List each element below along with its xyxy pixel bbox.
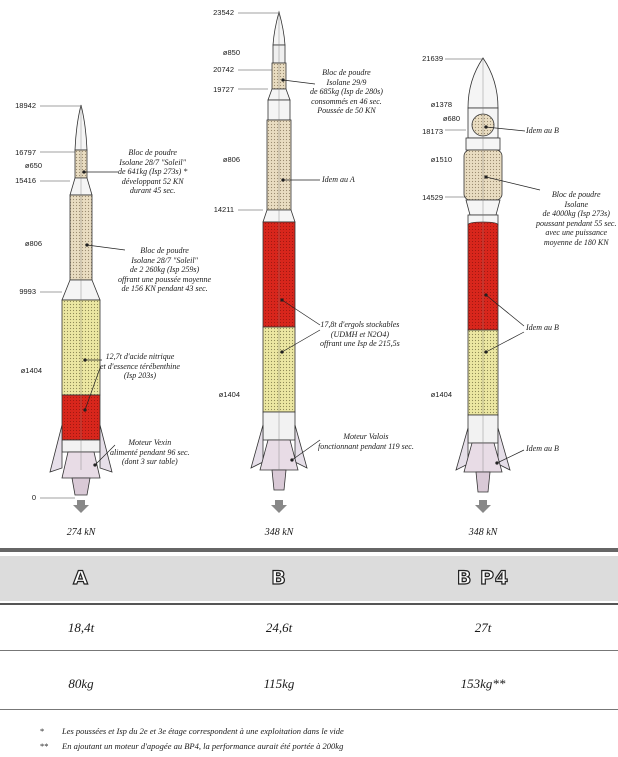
- thrust-a: 274 kN: [66, 527, 96, 538]
- table-rule-1: [0, 603, 618, 605]
- table-rule-3: [0, 709, 618, 710]
- dim-b-d2: 19727: [213, 85, 234, 94]
- table-rule-2: [0, 650, 618, 651]
- dim-bp4-d2: 14529: [422, 193, 443, 202]
- dim-bp4-top: 21639: [422, 54, 443, 63]
- dim-bp4-dia1: ø1378: [430, 100, 452, 109]
- dimension-ticks: [40, 12, 482, 499]
- dim-b-d1: 20742: [213, 65, 234, 74]
- vehicle-name-bp4: B P4: [456, 566, 510, 589]
- rocket-bp4: [455, 57, 511, 493]
- rocket-drawings: [40, 10, 541, 513]
- annotation-b-stage1: 17,8t d'ergols stockables (UDMH et N2O4) …: [320, 320, 400, 348]
- dim-a-dia1: ø650: [24, 161, 42, 170]
- dim-a-d1: 16797: [15, 148, 36, 157]
- footnote-1: * Les poussées et Isp du 2e et 3e étage c…: [40, 726, 344, 736]
- thrust-bp4: 348 kN: [468, 527, 498, 538]
- annotation-a-stage1: 12,7t d'acide nitrique et d'essence téréb…: [100, 352, 180, 380]
- annotation-a-stage2: Bloc de poudre Isolane 28/7 "Soleil" de 2…: [118, 246, 212, 293]
- name-row-band: [0, 556, 618, 601]
- mass-a: 18,4t: [67, 620, 95, 635]
- payload-b: 115kg: [263, 676, 295, 691]
- dim-a-dia2: ø806: [24, 239, 42, 248]
- mass-b: 24,6t: [265, 620, 293, 635]
- dim-a-dia3: ø1404: [20, 366, 42, 375]
- dim-a-d3: 9993: [19, 287, 36, 296]
- annotation-b-stage3: Bloc de poudre Isolane 29/9 de 685kg (Isp…: [310, 68, 383, 115]
- payload-bp4: 153kg**: [460, 676, 506, 691]
- leader-lines: [82, 78, 541, 467]
- annotation-b-stage2: Idem au A: [322, 175, 355, 184]
- annotation-bp4-stage3: Idem au B: [526, 126, 559, 135]
- vehicle-name-b: B: [271, 566, 287, 589]
- vehicle-name-a: A: [73, 566, 89, 589]
- dim-bp4-dia3: ø1510: [430, 155, 452, 164]
- footnote-2: ** En ajoutant un moteur d'apogée au BP4,…: [40, 741, 344, 751]
- rocket-b: [250, 10, 308, 491]
- annotation-a-stage3: Bloc de poudre Isolane 28/7 "Soleil" de 6…: [118, 148, 188, 195]
- thrust-arrows: [73, 500, 491, 513]
- annotation-bp4-stage2: Bloc de poudre Isolane de 4000kg (Isp 273…: [536, 190, 617, 247]
- dim-a-top: 18942: [15, 101, 36, 110]
- dim-b-dia1: ø850: [222, 48, 240, 57]
- dim-a-base: 0: [31, 493, 36, 502]
- annotation-a-engine: Moteur Vexin alimenté pendant 96 sec. (do…: [110, 438, 190, 466]
- dim-b-d3: 14211: [213, 205, 234, 214]
- dim-a-d2: 15416: [15, 176, 36, 185]
- rocket-a: [49, 104, 113, 496]
- dim-b-dia3: ø1404: [218, 390, 240, 399]
- annotation-bp4-engine: Idem au B: [526, 444, 559, 453]
- dim-bp4-dia4: ø1404: [430, 390, 452, 399]
- mass-bp4: 27t: [474, 620, 492, 635]
- table-rule-top: [0, 548, 618, 552]
- dim-b-top: 23542: [213, 8, 234, 17]
- payload-a: 80kg: [68, 676, 94, 691]
- annotation-b-engine: Moteur Valois fonctionnant pendant 119 se…: [318, 432, 414, 451]
- dim-bp4-dia2: ø680: [442, 114, 460, 123]
- dim-b-dia2: ø806: [222, 155, 240, 164]
- annotation-bp4-stage1: Idem au B: [526, 323, 559, 332]
- thrust-b: 348 kN: [264, 527, 294, 538]
- dim-bp4-d1: 18173: [422, 127, 443, 136]
